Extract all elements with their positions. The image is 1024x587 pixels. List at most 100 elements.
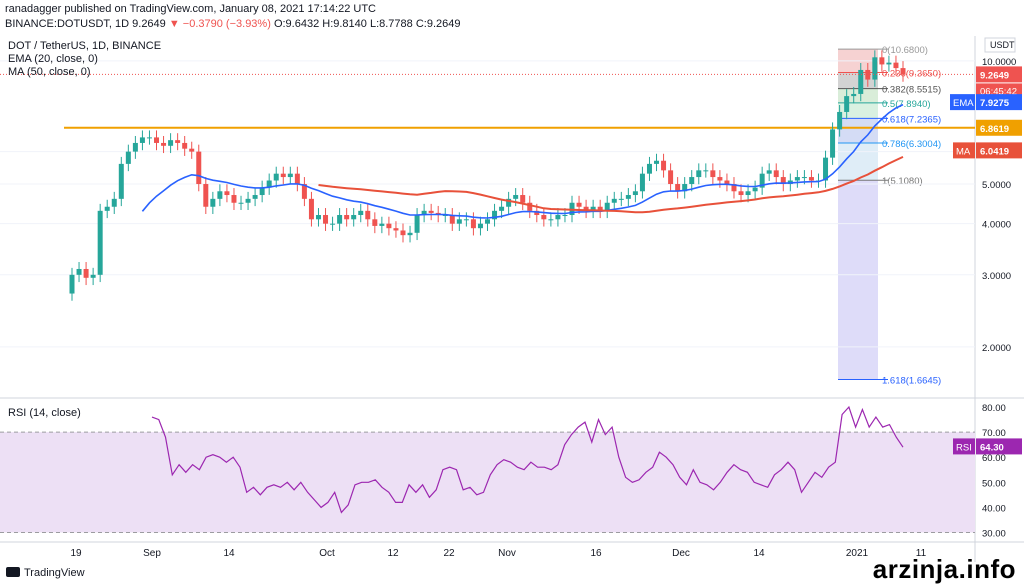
fib-level-label: 1(5.1080)	[882, 176, 923, 187]
candle-body	[879, 57, 885, 65]
candle-body	[189, 148, 195, 152]
candle-body	[541, 215, 547, 220]
candle-body	[294, 173, 300, 185]
time-tick-label: 22	[443, 548, 455, 559]
rsi-tick-label: 80.00	[982, 403, 1006, 414]
candle-body	[139, 137, 145, 143]
ema-line	[141, 103, 904, 219]
candle-body	[766, 170, 772, 174]
candle-body	[851, 93, 857, 97]
rsi-tick-label: 60.00	[982, 453, 1006, 464]
tradingview-brand: TradingView	[24, 567, 85, 579]
time-tick-label: 11	[916, 548, 927, 559]
ema-tag-label-bg	[950, 94, 975, 111]
chart-area[interactable]: 0(10.6800) 0.236(9.3650) 0.382(8.5515) 0.5(…	[0, 36, 1024, 562]
fib-level-label: 0.618(7.2365)	[882, 114, 941, 125]
candle-body	[668, 170, 674, 185]
tradingview-icon	[6, 567, 20, 577]
candle-body	[315, 215, 321, 220]
candle-body	[132, 142, 138, 152]
fib-level-label: 0.382(8.5515)	[882, 85, 941, 96]
price-tick-label: 2.0000	[982, 343, 1011, 354]
candle-body	[548, 219, 554, 221]
candle-body	[379, 223, 385, 226]
candle-body	[301, 184, 307, 199]
candle-body	[520, 195, 526, 203]
fib-level-label: 0(10.6800)	[882, 45, 928, 56]
price-tick-label: 5.0000	[982, 180, 1011, 191]
candle-body	[245, 198, 251, 203]
close-value: 9.2649	[132, 18, 166, 30]
candle-body	[372, 219, 378, 226]
rsi-legend: RSI (14, close)	[8, 407, 81, 419]
candle-body	[266, 180, 272, 188]
ohlc-values: O:9.6432 H:9.8140 L:8.7788 C:9.2649	[273, 18, 461, 30]
candle-body	[696, 170, 702, 178]
rsi-tick-label: 30.00	[982, 528, 1006, 539]
fib-zone	[838, 180, 878, 380]
rsi-line	[151, 405, 904, 514]
rsi-tag-label: RSI	[956, 442, 972, 453]
candle-body	[731, 184, 737, 192]
candle-body	[858, 69, 864, 94]
candle-body	[442, 215, 448, 217]
candle-body	[252, 195, 258, 199]
time-tick-label: 12	[387, 548, 399, 559]
rsi-tag-label-bg	[953, 438, 975, 455]
candle-body	[203, 184, 209, 207]
candle-body	[661, 160, 667, 171]
time-tick-label: Dec	[672, 548, 690, 559]
candle-body	[611, 198, 617, 203]
candle-body	[344, 215, 350, 220]
candle-body	[231, 195, 237, 203]
candle-body	[330, 223, 336, 225]
candle-body	[456, 219, 462, 224]
symbol-line: BINANCE:DOTUSDT, 1D 9.2649 ▼ −0.3790 (−3…	[5, 18, 460, 30]
candle-body	[830, 129, 836, 158]
candle-body	[196, 151, 202, 185]
candle-body	[154, 137, 160, 143]
time-tick-label: 14	[753, 548, 765, 559]
support-tag	[976, 119, 1022, 136]
candle-body	[759, 173, 765, 188]
candle-body	[618, 198, 624, 200]
candle-body	[675, 184, 681, 192]
time-tick-label: Nov	[498, 548, 516, 559]
candle-body	[597, 206, 603, 211]
rsi-tick-label: 50.00	[982, 478, 1006, 489]
fib-level-label: 0.5(7.8940)	[882, 99, 931, 110]
ma-tag-label: MA	[956, 146, 971, 157]
last-price-tag-value: 9.2649	[980, 70, 1009, 81]
published-header: ranadagger published on TradingView.com,…	[0, 0, 1024, 36]
countdown: 06:45:42	[980, 86, 1017, 97]
candle-body	[463, 219, 469, 221]
candle-body	[168, 140, 174, 146]
candle-body	[886, 62, 892, 65]
candle-body	[238, 202, 244, 204]
tradingview-logo: TradingView	[6, 567, 85, 579]
fib-zone	[838, 102, 878, 119]
watermark: arzinja.info	[872, 554, 1016, 584]
candle-body	[604, 202, 610, 211]
ma-tag-label-bg	[953, 142, 975, 159]
time-tick-label: Oct	[319, 548, 335, 559]
candle-body	[477, 223, 483, 229]
candle-body	[801, 177, 807, 179]
candle-body	[703, 170, 709, 172]
candle-body	[76, 268, 82, 275]
candle-body	[844, 96, 850, 112]
candle-body	[308, 198, 314, 220]
unit-box	[984, 37, 1016, 53]
candle-body	[414, 215, 420, 233]
symbol: BINANCE:DOTUSDT, 1D	[5, 18, 130, 30]
footer: TradingView arzinja.info	[0, 554, 1024, 587]
time-tick-label: 19	[70, 548, 82, 559]
candle-body	[773, 170, 779, 178]
candle-body	[97, 210, 103, 275]
candle-body	[745, 191, 751, 196]
candle-body	[534, 210, 540, 216]
candle-body	[104, 206, 110, 211]
candle-body	[407, 232, 413, 236]
fib-level-label: 0.786(6.3004)	[882, 139, 941, 150]
candle-body	[386, 223, 392, 229]
